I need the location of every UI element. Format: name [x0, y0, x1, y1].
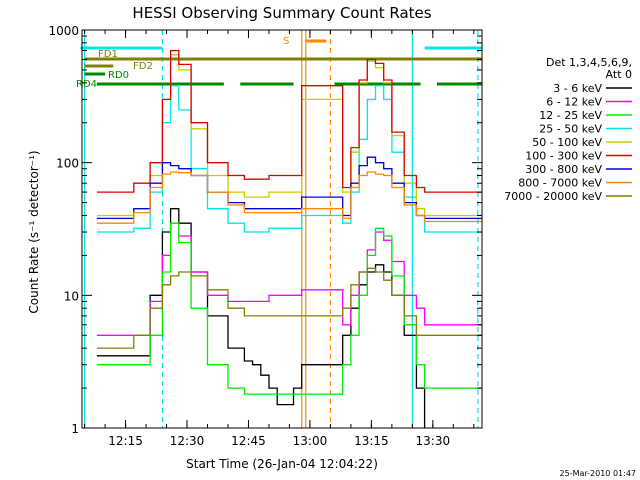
series-line-0 [96, 208, 426, 428]
flag-label-fd1: FD1 [98, 49, 118, 60]
y-tick-label: 1 [71, 422, 79, 436]
series-line-5 [96, 49, 482, 193]
legend-item-label: 50 - 100 keV [532, 136, 602, 149]
series-line-6 [96, 156, 482, 220]
x-tick-label: 13:15 [354, 434, 389, 448]
x-axis-label: Start Time (26-Jan-04 12:04:22) [186, 457, 378, 471]
x-tick-label: 12:15 [108, 434, 143, 448]
series-line-3 [96, 85, 482, 233]
y-tick-label: 1000 [48, 24, 79, 38]
legend-item-label: 800 - 7000 keV [518, 177, 602, 190]
series-line-8 [96, 267, 482, 349]
chart-title: HESSI Observing Summary Count Rates [132, 4, 431, 22]
flag-label-rd0: RD0 [108, 70, 129, 81]
legend-item-label: 6 - 12 keV [546, 96, 602, 109]
flag-label-fd2: FD2 [133, 61, 153, 72]
legend-item-label: 3 - 6 keV [553, 82, 602, 95]
series-line-7 [96, 171, 482, 224]
plot-frame [81, 29, 483, 429]
x-tick-label: 12:30 [170, 434, 205, 448]
x-tick-label: 13:00 [293, 434, 328, 448]
footer-date: 25-Mar-2010 01:47 [560, 469, 637, 478]
y-tick-label: 10 [64, 289, 79, 303]
y-axis-label: Count Rate (s⁻¹ detector⁻¹) [27, 150, 41, 313]
legend-item-label: 25 - 50 keV [539, 123, 602, 136]
legend-item-label: 100 - 300 keV [525, 150, 602, 163]
legend-item-label: 7000 - 20000 keV [504, 190, 602, 203]
legend-header-detectors: Det 1,3,4,5,6,9, [546, 56, 632, 69]
y-tick-label: 100 [56, 157, 79, 171]
plot-area: S FD1 FD2 RD0 RD4 12:15 12:30 12:45 13:00 13:15 13… [48, 24, 483, 448]
series-line-1 [96, 222, 482, 336]
legend-item-label: 12 - 25 keV [539, 109, 602, 122]
series-line-2 [96, 222, 482, 395]
flag-label-s: S [283, 36, 289, 47]
legend-item-label: 300 - 800 keV [525, 163, 602, 176]
x-tick-label: 12:45 [231, 434, 266, 448]
legend-header-attenuator: Att 0 [606, 68, 632, 81]
x-tick-label: 13:30 [416, 434, 451, 448]
flag-label-rd4: RD4 [76, 79, 97, 90]
